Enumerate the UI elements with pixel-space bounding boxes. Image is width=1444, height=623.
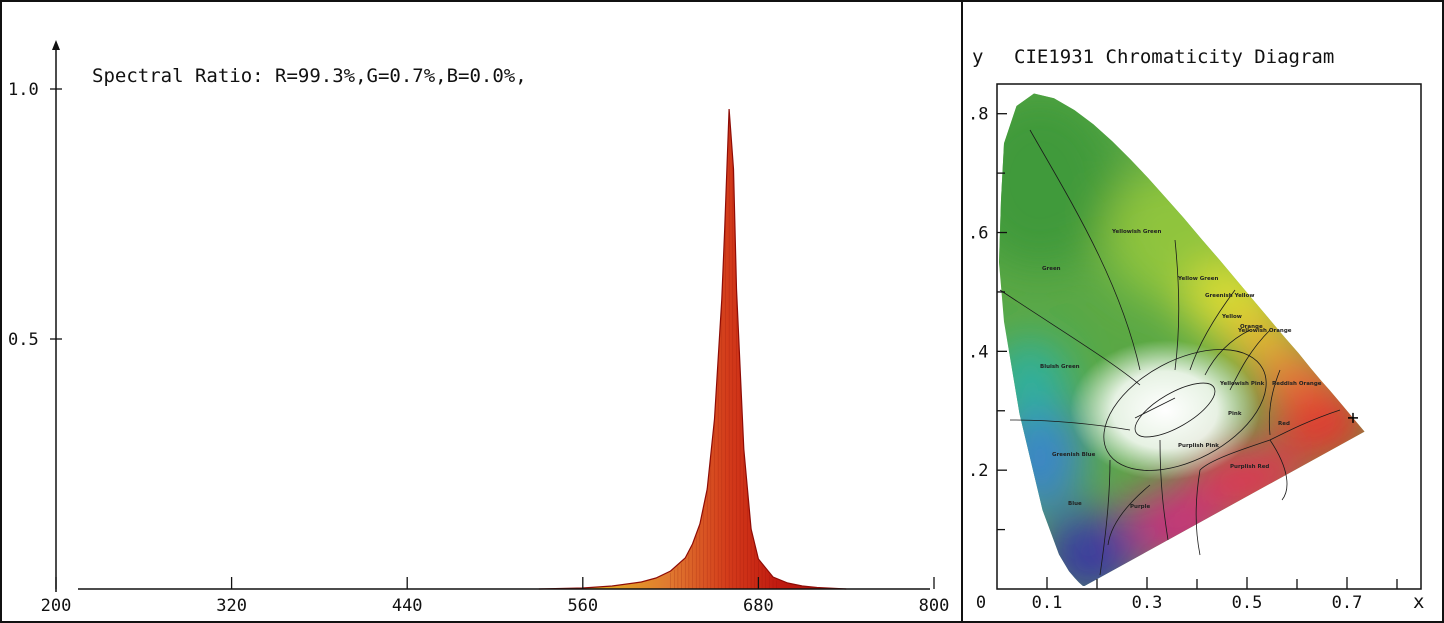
cie-region-label: Blue bbox=[1068, 501, 1082, 507]
spectrum-stripes bbox=[670, 111, 777, 589]
cie-region-label: Yellowish Green bbox=[1111, 229, 1162, 235]
spectrum-x-tick-label: 200 bbox=[41, 596, 72, 616]
cie-region-label: Pink bbox=[1228, 411, 1242, 417]
cie-region-label: Purplish Red bbox=[1230, 464, 1269, 470]
cie-x-tick-label: 0.5 bbox=[1232, 593, 1263, 613]
cie-y-tick-label: .2 bbox=[968, 461, 988, 481]
cie-x-tick-label: 0.3 bbox=[1132, 593, 1163, 613]
cie-region-label: Reddish Orange bbox=[1272, 381, 1322, 387]
cie-region-label: Yellow bbox=[1221, 314, 1242, 320]
cie-region-label: Green bbox=[1042, 266, 1061, 272]
spectrum-x-tick-label: 560 bbox=[567, 596, 598, 616]
cie-y-tick-label: .4 bbox=[968, 342, 988, 362]
cie-gamut-fill bbox=[999, 93, 1365, 586]
cie-diagram: CIE1931 Chromaticity Diagram y x bbox=[968, 46, 1424, 613]
cie-region-label: Bluish Green bbox=[1040, 364, 1080, 370]
spectrum-x-tick-label: 680 bbox=[743, 596, 774, 616]
cie-region-label: Yellow Green bbox=[1177, 276, 1218, 282]
cie-region-label: Yellowish Orange bbox=[1237, 328, 1292, 334]
cie-region-label: Purple bbox=[1130, 504, 1150, 510]
cie-y-label: y bbox=[972, 46, 983, 68]
spectrum-y-arrow bbox=[52, 40, 60, 50]
spectrum-chart: Spectral Ratio: R=99.3%,G=0.7%,B=0.0%, 2… bbox=[8, 40, 949, 616]
cie-data-point bbox=[1348, 412, 1358, 423]
cie-plot-box bbox=[996, 83, 1422, 590]
spectrum-series-line bbox=[538, 108, 847, 590]
cie-title: CIE1931 Chromaticity Diagram bbox=[1014, 46, 1334, 68]
spectrum-x-tick-label: 800 bbox=[919, 596, 950, 616]
cie-y-tick-label: .6 bbox=[968, 224, 988, 244]
spectrum-x-tick-label: 440 bbox=[392, 596, 423, 616]
cie-region-label: Greenish Blue bbox=[1052, 452, 1096, 458]
cie-x-tick-label: 0.1 bbox=[1032, 593, 1063, 613]
cie-x-tick-label: 0.7 bbox=[1332, 593, 1363, 613]
cie-region-labels: Yellowish Green Green Yellow Green Green… bbox=[1040, 229, 1322, 510]
spectrum-x-tick-label: 320 bbox=[216, 596, 247, 616]
spectrum-area bbox=[538, 109, 847, 589]
cie-region-label: Orange bbox=[1240, 324, 1263, 330]
cie-region-label: Purplish Pink bbox=[1178, 443, 1219, 449]
cie-region-label: Red bbox=[1278, 421, 1290, 427]
spectrum-title: Spectral Ratio: R=99.3%,G=0.7%,B=0.0%, bbox=[92, 65, 527, 87]
cie-y-tick-label: .8 bbox=[968, 105, 988, 125]
cie-x-tick-label: 0 bbox=[976, 593, 986, 613]
spectrum-y-tick-label: 1.0 bbox=[8, 80, 39, 100]
cie-x-label: x bbox=[1413, 591, 1424, 613]
cie-region-label: Yellowish Pink bbox=[1219, 381, 1265, 387]
cie-region-lines bbox=[999, 129, 1341, 576]
cie-region-label: Greenish Yellow bbox=[1205, 293, 1254, 299]
spectrum-y-tick-label: 0.5 bbox=[8, 330, 39, 350]
